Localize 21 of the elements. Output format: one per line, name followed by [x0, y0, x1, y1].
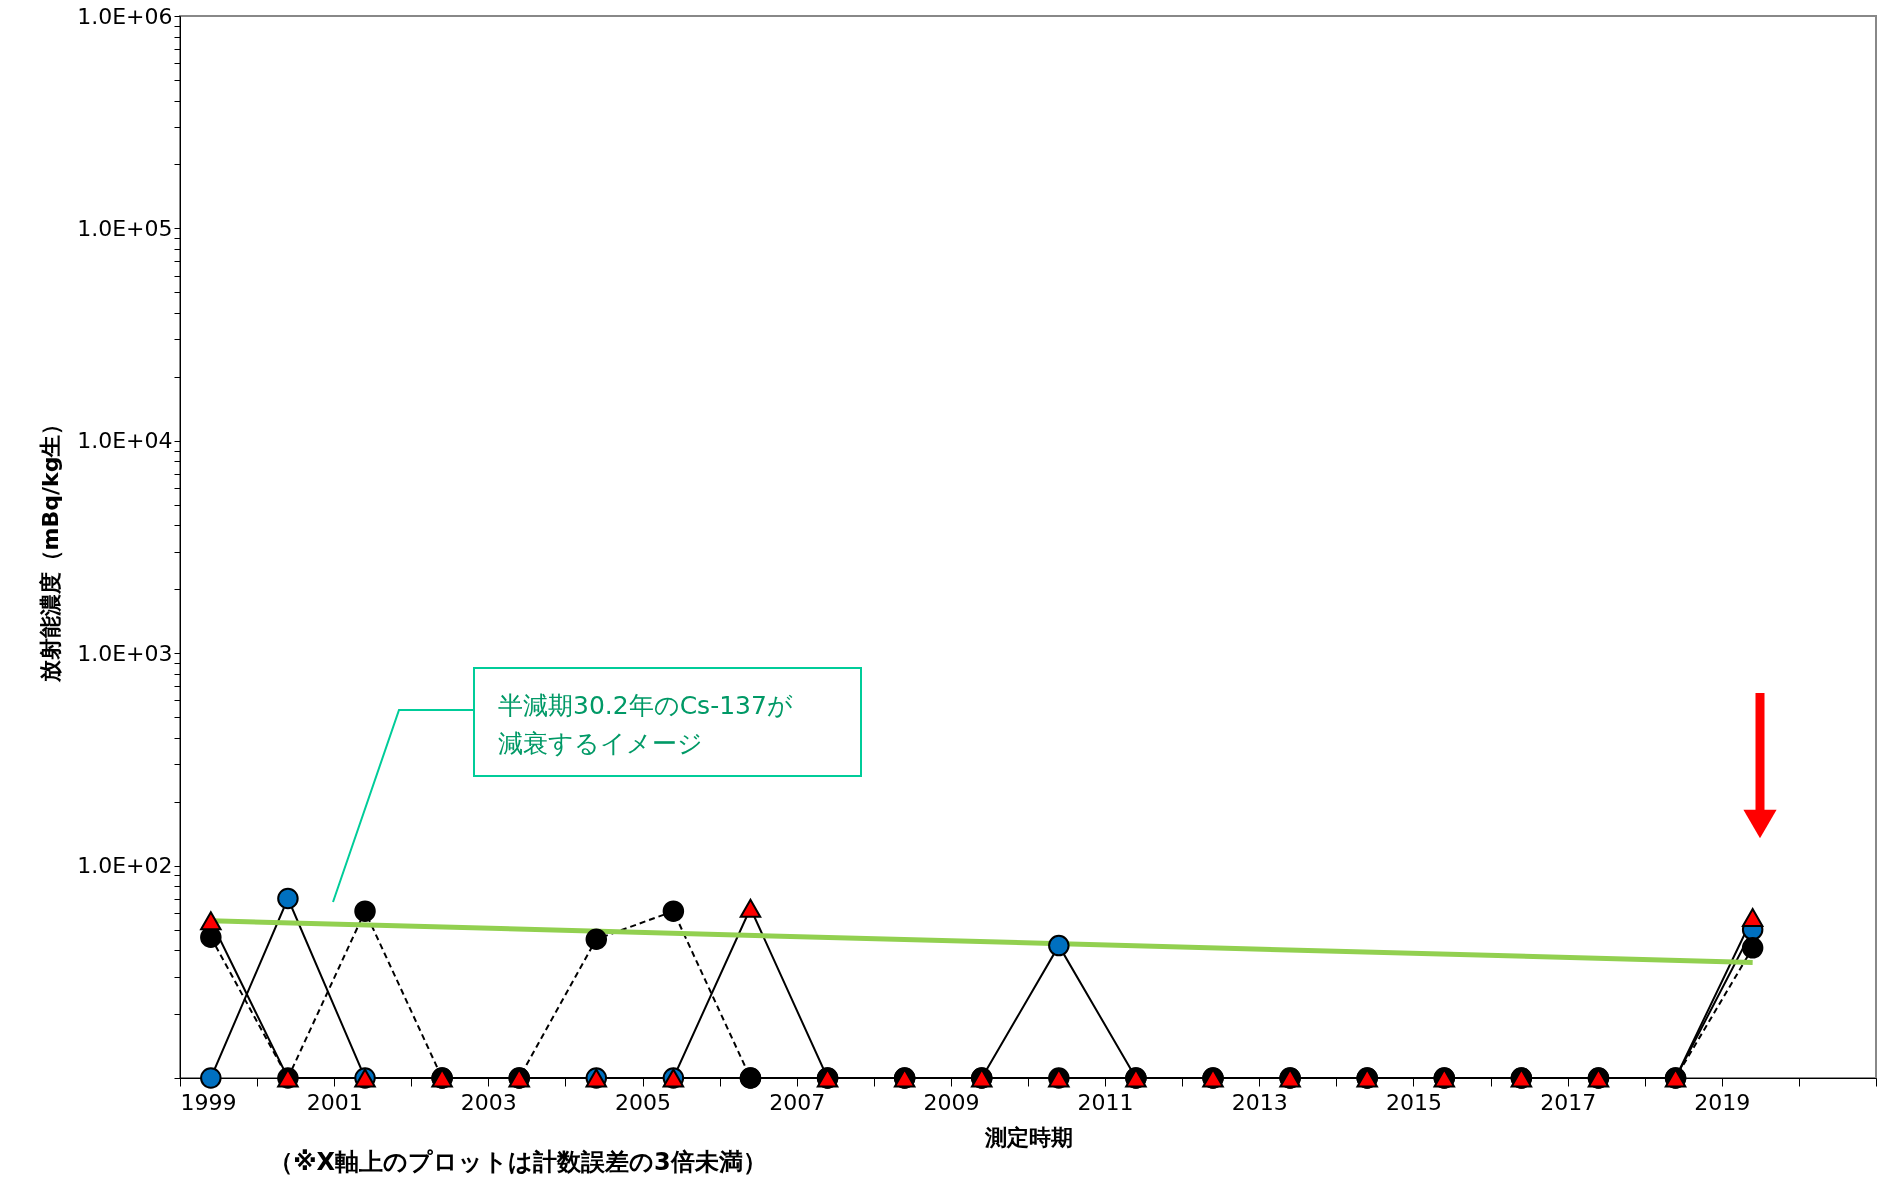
x-tick-label: 2005	[615, 1089, 672, 1115]
y-tick-label: 1.0E+02	[77, 853, 173, 879]
y-axis-title: 放射能濃度（mBq/kg生）	[38, 412, 64, 684]
y-tick-label: 1.0E+04	[77, 428, 173, 454]
x-tick-label: 2007	[769, 1089, 826, 1115]
x-tick-label: 2011	[1077, 1089, 1134, 1115]
annotation: 半減期30.2年のCs-137が	[498, 691, 793, 720]
x-tick-label: 1999	[180, 1089, 237, 1115]
x-axis-title: 測定時期	[983, 1124, 1073, 1150]
text: （※X軸上のプロットは計数誤差の3倍未満）	[269, 1148, 767, 1176]
annotation: 減衰するイメージ	[498, 729, 703, 758]
x-tick-label: 2003	[460, 1089, 517, 1115]
y-tick-label: 1.0E+03	[77, 640, 173, 666]
y-tick-label: 1.0E+06	[77, 3, 173, 29]
y-tick-label: 1.0E+05	[77, 215, 173, 241]
x-tick-label: 2015	[1385, 1089, 1442, 1115]
x-tick-label: 2019	[1694, 1089, 1751, 1115]
x-tick-label: 2013	[1231, 1089, 1288, 1115]
x-tick-label: 2017	[1540, 1089, 1597, 1115]
x-tick-label: 2009	[923, 1089, 980, 1115]
x-tick-label: 2001	[306, 1089, 363, 1115]
